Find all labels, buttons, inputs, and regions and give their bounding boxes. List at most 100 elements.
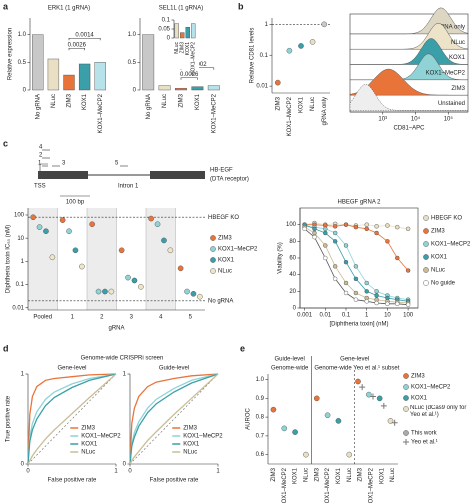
- ridge: [349, 53, 469, 81]
- series-line: [304, 224, 409, 302]
- y-tick-label: 60: [289, 256, 296, 262]
- y-tick-label: 0: [21, 462, 25, 468]
- point: [364, 222, 369, 227]
- point: [395, 224, 400, 230]
- point: [343, 259, 349, 265]
- point: [387, 418, 394, 424]
- gene-label: (DTA receptor): [210, 177, 249, 183]
- x-tick-label: KOX1–MeCP2: [368, 467, 374, 503]
- point: [298, 43, 304, 49]
- bar: [142, 34, 155, 91]
- point: [374, 230, 379, 236]
- panel-label: c: [3, 138, 8, 148]
- point: [309, 39, 316, 45]
- point: [364, 289, 369, 294]
- x-tick-label: NLuc: [310, 97, 316, 111]
- legend-swatch: [210, 246, 216, 252]
- chart-title: SEL1L (1 gRNA): [159, 6, 203, 12]
- y-tick-label: 0.6: [256, 452, 265, 458]
- y-tick-label: 1: [265, 22, 269, 28]
- point: [184, 288, 190, 295]
- y-tick-label: 0: [23, 88, 27, 94]
- y-tick-label: 0: [293, 306, 297, 312]
- point: [312, 226, 317, 232]
- x-tick-label: 3: [130, 315, 134, 321]
- significance-label: 0.0026: [180, 72, 199, 78]
- y-tick-label: 80: [289, 239, 296, 245]
- x-axis-label: CD81–APC: [393, 126, 425, 132]
- ridge-label: NLuc: [451, 40, 465, 46]
- point: [395, 301, 400, 307]
- point: [321, 21, 328, 28]
- ridge: [349, 84, 469, 111]
- legend-label: NLuc (dCas9 only for Yeo et al.¹): [410, 405, 466, 418]
- legend-label: KOX1–MeCP2: [411, 385, 451, 391]
- y-tick-label: 100: [286, 222, 297, 228]
- bar: [78, 63, 91, 91]
- y-tick-label: 1: [21, 372, 25, 378]
- exon: [38, 171, 88, 179]
- bar: [63, 74, 75, 91]
- point: [72, 247, 79, 254]
- point: [66, 228, 72, 234]
- tss-label: TSS: [34, 184, 46, 190]
- y-tick-label: 1.0: [18, 32, 27, 38]
- legend-swatch: [403, 384, 409, 390]
- point: [343, 222, 349, 227]
- point: [353, 224, 359, 230]
- x-tick-label: ZIM3: [314, 467, 320, 481]
- point: [323, 230, 328, 236]
- point: [405, 226, 411, 232]
- point: [343, 280, 349, 286]
- x-tick-label: 10³: [378, 117, 387, 123]
- point: [343, 290, 349, 296]
- legend-swatch: [403, 395, 409, 401]
- legend-label: ZIM3: [218, 236, 232, 242]
- ridge: [349, 68, 469, 96]
- point: [161, 237, 167, 244]
- ridge-label: gRNA only: [437, 25, 465, 31]
- panel-label: b: [238, 1, 244, 11]
- point: [138, 284, 144, 290]
- y-tick-label: 0.5: [128, 60, 137, 66]
- guide-label: 5: [115, 161, 119, 167]
- x-tick-label: KOX1–MeCP2: [211, 93, 217, 133]
- point: [313, 395, 320, 402]
- point: [391, 419, 398, 426]
- significance-bracket: [68, 37, 101, 41]
- point: [353, 297, 359, 302]
- point: [281, 425, 288, 432]
- x-tick-label: 5: [189, 315, 193, 321]
- series-line: [129, 373, 219, 465]
- point: [374, 293, 379, 298]
- bar: [185, 27, 190, 39]
- x-tick-label: ZIM3: [179, 93, 185, 107]
- gene-label: HB-EGF: [210, 168, 233, 174]
- legend-label: NLuc: [81, 450, 95, 456]
- legend-label: ZIM3: [411, 374, 425, 380]
- point: [376, 395, 383, 402]
- legend-label: NLuc: [218, 269, 232, 275]
- point: [274, 79, 281, 86]
- y-tick-label: 0.01: [12, 305, 24, 311]
- legend-label: ZIM3: [183, 426, 197, 432]
- significance-label: 0.0014: [75, 32, 94, 38]
- x-tick-label: KOX1–MeCP2: [191, 42, 197, 75]
- bar: [191, 23, 196, 39]
- y-tick-label: 1.0: [256, 377, 265, 383]
- point: [323, 226, 328, 232]
- x-axis-label: [Diphtheria toxin] (nM): [329, 322, 388, 328]
- legend-swatch: [403, 430, 409, 436]
- point: [332, 264, 338, 269]
- legend-label: This work: [411, 431, 438, 437]
- frame: [299, 207, 419, 309]
- point: [385, 301, 390, 307]
- x-tick-label: Pooled: [33, 315, 52, 321]
- point: [49, 254, 56, 261]
- panel-label: a: [3, 1, 9, 11]
- point: [374, 289, 379, 294]
- y-tick-label: 10: [17, 236, 24, 242]
- point: [364, 226, 369, 232]
- point: [370, 393, 376, 400]
- point: [30, 214, 36, 221]
